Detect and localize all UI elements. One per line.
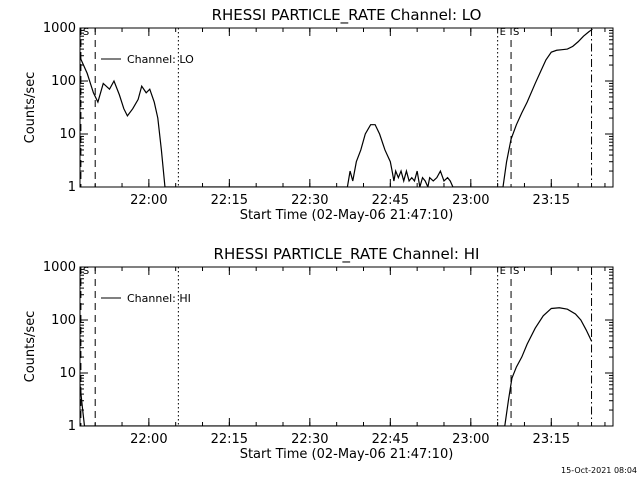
event-marker-label: E <box>500 27 506 38</box>
x-tick-label: 22:15 <box>211 193 248 208</box>
y-axis-label: Counts/sec <box>23 72 38 144</box>
chart-title: RHESSI PARTICLE_RATE Channel: LO <box>212 6 482 25</box>
event-marker-label: E <box>500 266 506 277</box>
x-tick-label: 22:30 <box>291 432 328 447</box>
x-tick-label: 22:45 <box>372 432 409 447</box>
x-tick-label: 23:15 <box>533 432 570 447</box>
x-axis-label: Start Time (02-May-06 21:47:10) <box>240 447 454 462</box>
y-tick-label: 10 <box>59 366 76 381</box>
y-tick-label: 1 <box>68 419 76 434</box>
x-tick-label: 22:00 <box>130 432 167 447</box>
y-axis-label: Counts/sec <box>23 311 38 383</box>
event-marker-label: S <box>513 266 519 277</box>
event-marker-label: S <box>83 27 89 38</box>
x-tick-label: 23:15 <box>533 193 570 208</box>
event-marker-label: S <box>513 27 519 38</box>
chart-panel-0: RHESSI PARTICLE_RATE Channel: LO 1 10 100 10… <box>23 6 614 223</box>
legend-label: Channel: HI <box>127 292 191 305</box>
y-tick-label: 1000 <box>43 21 76 36</box>
y-tick-label: 100 <box>51 313 76 328</box>
series-line <box>80 28 593 187</box>
event-marker-label: S <box>83 266 89 277</box>
x-axis-label: Start Time (02-May-06 21:47:10) <box>240 208 454 223</box>
y-tick-label: 1000 <box>43 260 76 275</box>
footer-timestamp: 15-Oct-2021 08:04 <box>561 466 637 475</box>
y-tick-label: 100 <box>51 74 76 89</box>
x-tick-label: 22:45 <box>372 193 409 208</box>
x-tick-label: 23:00 <box>452 432 489 447</box>
legend-label: Channel: LO <box>127 53 194 66</box>
x-tick-label: 22:15 <box>211 432 248 447</box>
x-tick-label: 22:30 <box>291 193 328 208</box>
x-tick-label: 22:00 <box>130 193 167 208</box>
y-tick-label: 1 <box>68 180 76 195</box>
series-line <box>80 307 593 426</box>
chart-panel-1: RHESSI PARTICLE_RATE Channel: HI 1 10 100 10… <box>23 245 614 462</box>
y-tick-label: 10 <box>59 127 76 142</box>
x-tick-label: 23:00 <box>452 193 489 208</box>
chart-title: RHESSI PARTICLE_RATE Channel: HI <box>214 245 480 264</box>
